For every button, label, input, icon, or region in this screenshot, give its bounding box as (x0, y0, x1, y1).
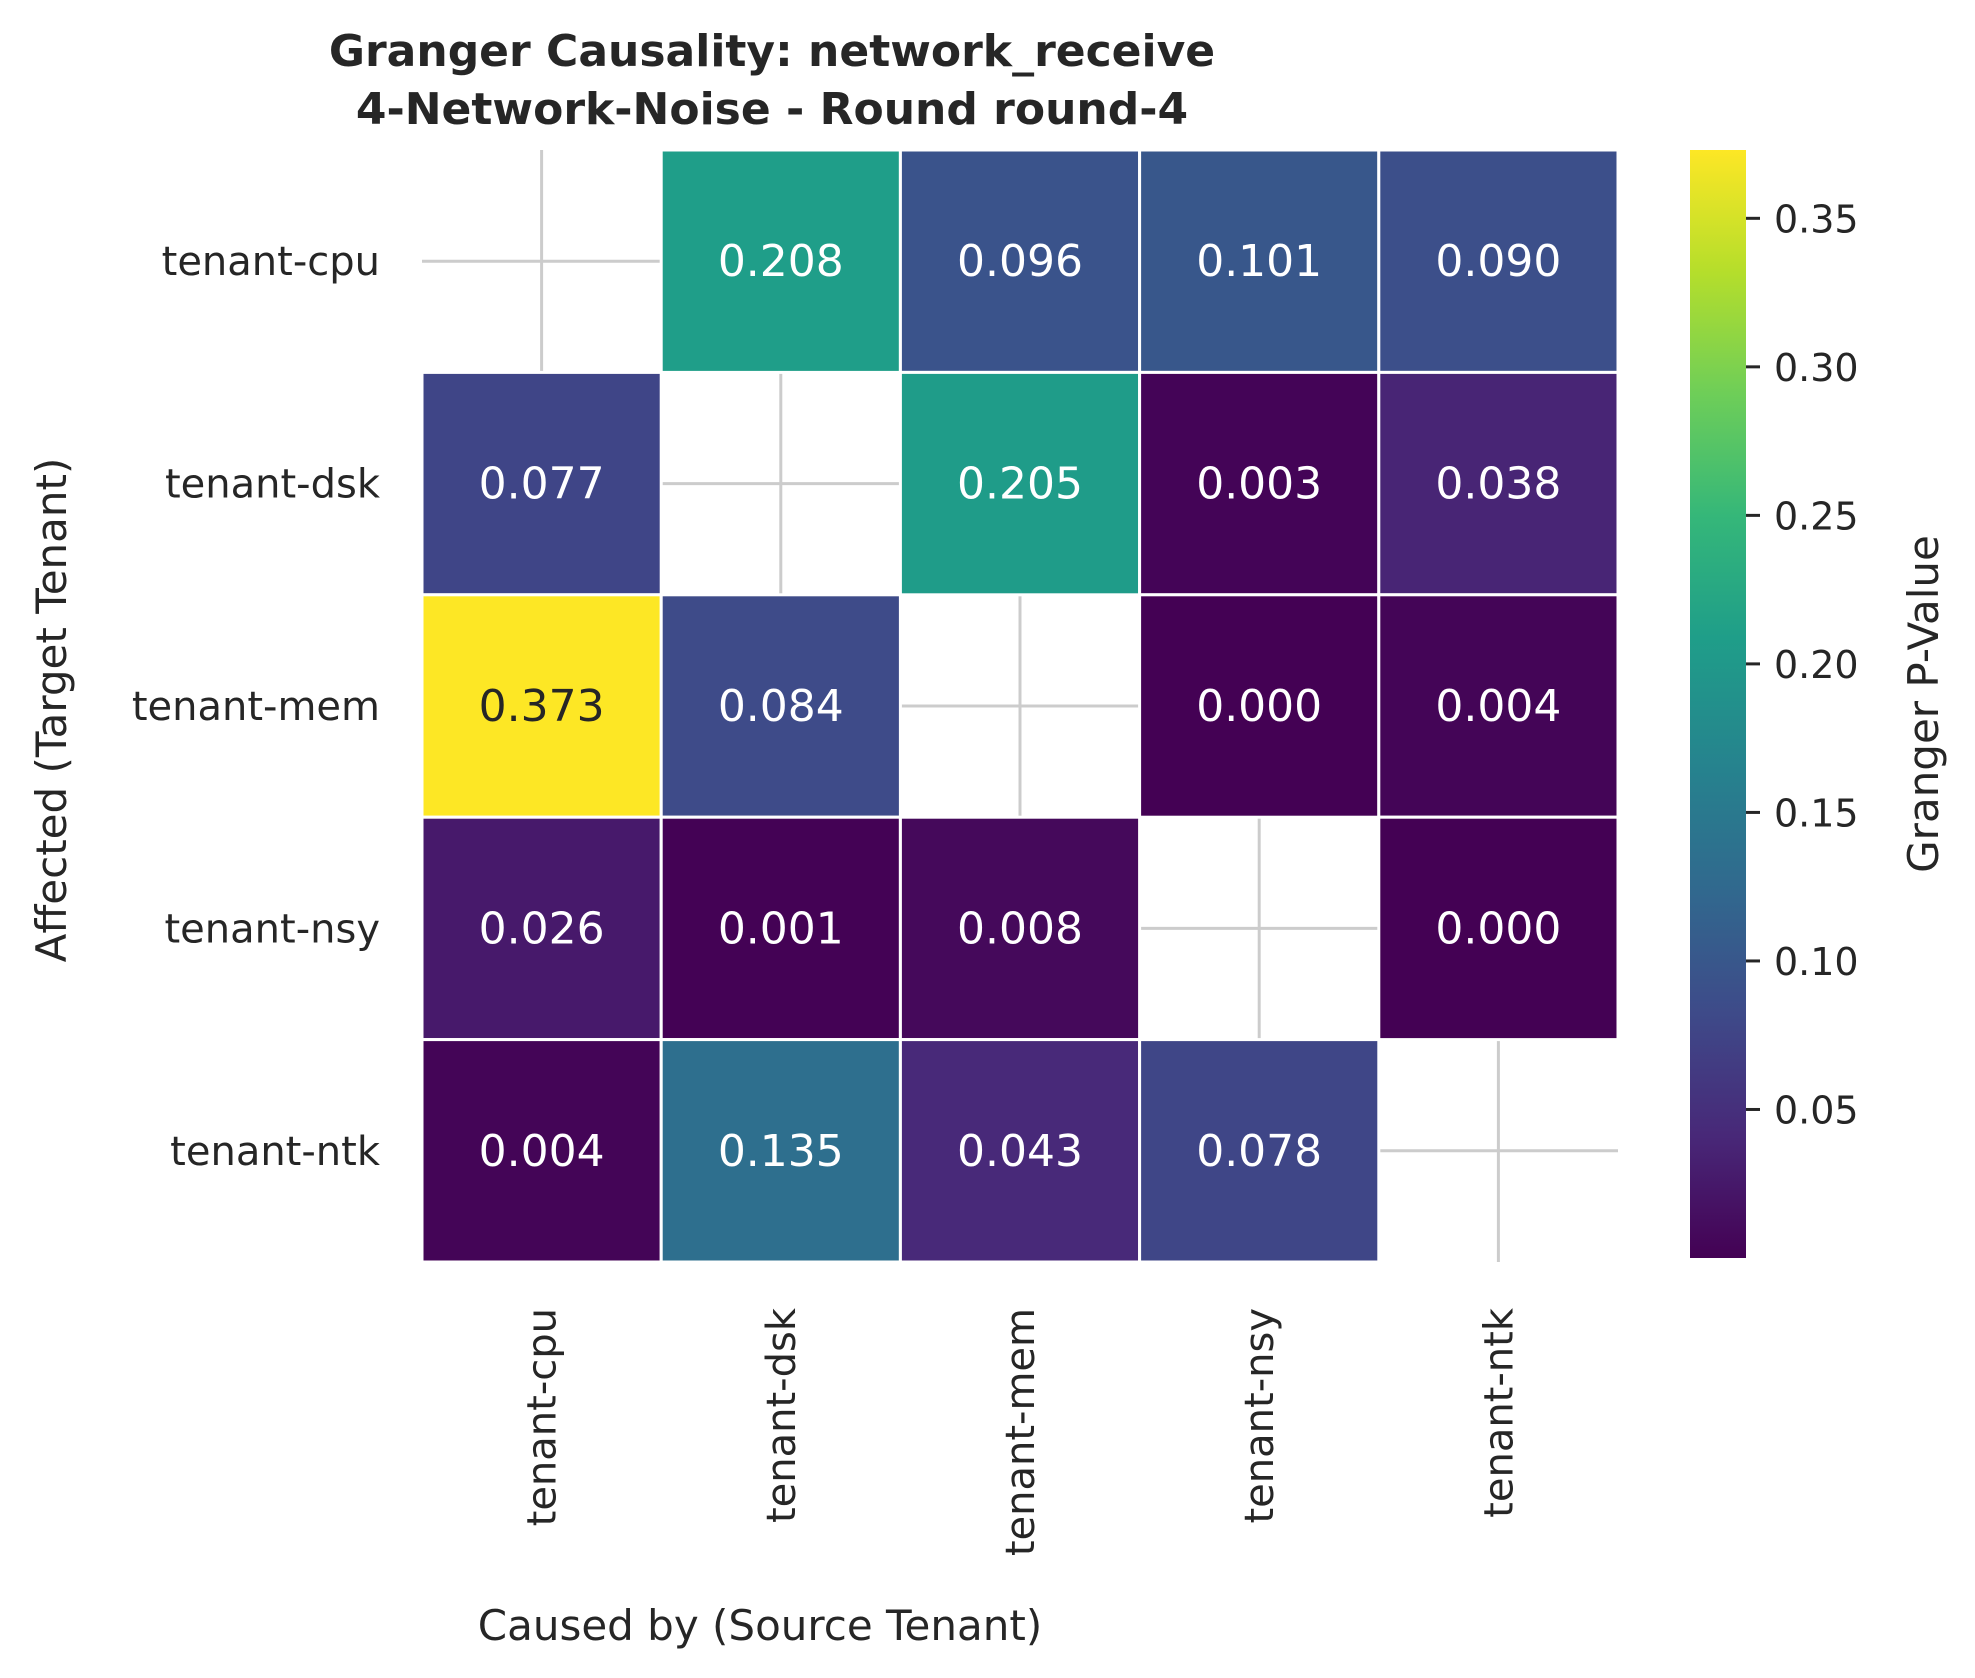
colorbar-tick-label: 0.35 (1774, 197, 1859, 241)
heatmap-cell (420, 370, 663, 597)
heatmap-cell (898, 148, 1142, 374)
colorbar-tick-label: 0.25 (1774, 494, 1859, 538)
cell-value-label: 0.096 (957, 236, 1083, 287)
heatmap-cell (1377, 815, 1620, 1042)
colorbar: 0.05 0.10 0.15 0.20 0.25 0.30 0.35 Granger P-V… (1690, 150, 1948, 1258)
heatmap-cell (898, 1038, 1142, 1264)
heatmap-cell (659, 593, 902, 819)
cell-value-label: 0.004 (479, 1126, 605, 1177)
heatmap-cell (898, 815, 1142, 1042)
heatmap-cell (420, 1038, 663, 1264)
colorbar-tick-label: 0.20 (1774, 643, 1859, 687)
chart-title-line1: Granger Causality: network_receive (329, 26, 1215, 77)
heatmap-cell (420, 593, 663, 819)
colorbar-label: Granger P-Value (1899, 535, 1948, 873)
x-tick-labels: tenant-cpu tenant-dsk tenant-mem tenant-nsy… (520, 1307, 1523, 1556)
cell-value-label: 0.001 (718, 903, 844, 954)
x-tick-label: tenant-cpu (520, 1308, 566, 1526)
cell-value-label: 0.208 (718, 236, 844, 287)
heatmap-cell (659, 1038, 902, 1264)
heatmap-cell (898, 370, 1142, 597)
cell-value-label: 0.135 (718, 1126, 844, 1177)
cell-value-label: 0.205 (957, 459, 1083, 510)
x-tick-label: tenant-nsy (1237, 1308, 1283, 1524)
colorbar-gradient (1690, 150, 1746, 1258)
cell-value-label: 0.090 (1435, 236, 1561, 287)
cell-value-label: 0.000 (1196, 681, 1322, 732)
cell-value-label: 0.084 (718, 681, 844, 732)
x-tick-label: tenant-ntk (1476, 1307, 1522, 1518)
cell-value-label: 0.373 (479, 681, 605, 732)
heatmap-cell (1138, 370, 1381, 597)
cell-value-label: 0.043 (957, 1126, 1083, 1177)
colorbar-tick-label: 0.10 (1774, 940, 1859, 984)
cell-value-label: 0.101 (1196, 236, 1322, 287)
heatmap-cells: 0.208 0.096 0.101 0.090 0.077 0.205 0.003 0.038… (420, 148, 1620, 1264)
y-tick-labels: tenant-cpu tenant-dsk tenant-mem tenant-nsy… (132, 239, 381, 1175)
heatmap-cell (1138, 1038, 1381, 1264)
y-tick-label: tenant-ntk (170, 1129, 381, 1175)
x-tick-label: tenant-mem (998, 1308, 1044, 1556)
colorbar-tick-label: 0.15 (1774, 791, 1859, 835)
heatmap-cell (1377, 370, 1620, 597)
x-axis-label: Caused by (Source Tenant) (478, 1601, 1042, 1650)
heatmap-cell (1138, 593, 1381, 819)
cell-value-label: 0.003 (1196, 459, 1322, 510)
cell-value-label: 0.078 (1196, 1126, 1322, 1177)
cell-value-label: 0.077 (479, 459, 605, 510)
y-axis-label: Affected (Target Tenant) (27, 458, 76, 963)
heatmap-cell (420, 815, 663, 1042)
y-tick-label: tenant-mem (132, 684, 380, 730)
chart-title-line2: 4-Network-Noise - Round round-4 (356, 84, 1188, 135)
cell-value-label: 0.008 (957, 903, 1083, 954)
x-tick-label: tenant-dsk (759, 1307, 805, 1523)
colorbar-ticks: 0.05 0.10 0.15 0.20 0.25 0.30 0.35 (1746, 197, 1859, 1132)
cell-value-label: 0.000 (1435, 903, 1561, 954)
colorbar-tick-label: 0.05 (1774, 1088, 1859, 1132)
y-tick-label: tenant-cpu (162, 239, 380, 285)
y-tick-label: tenant-nsy (165, 906, 381, 952)
y-tick-label: tenant-dsk (165, 462, 381, 508)
cell-value-label: 0.026 (479, 903, 605, 954)
colorbar-tick-label: 0.30 (1774, 346, 1859, 390)
heatmap-cell (1377, 148, 1620, 374)
cell-value-label: 0.038 (1435, 459, 1561, 510)
cell-value-label: 0.004 (1435, 681, 1561, 732)
